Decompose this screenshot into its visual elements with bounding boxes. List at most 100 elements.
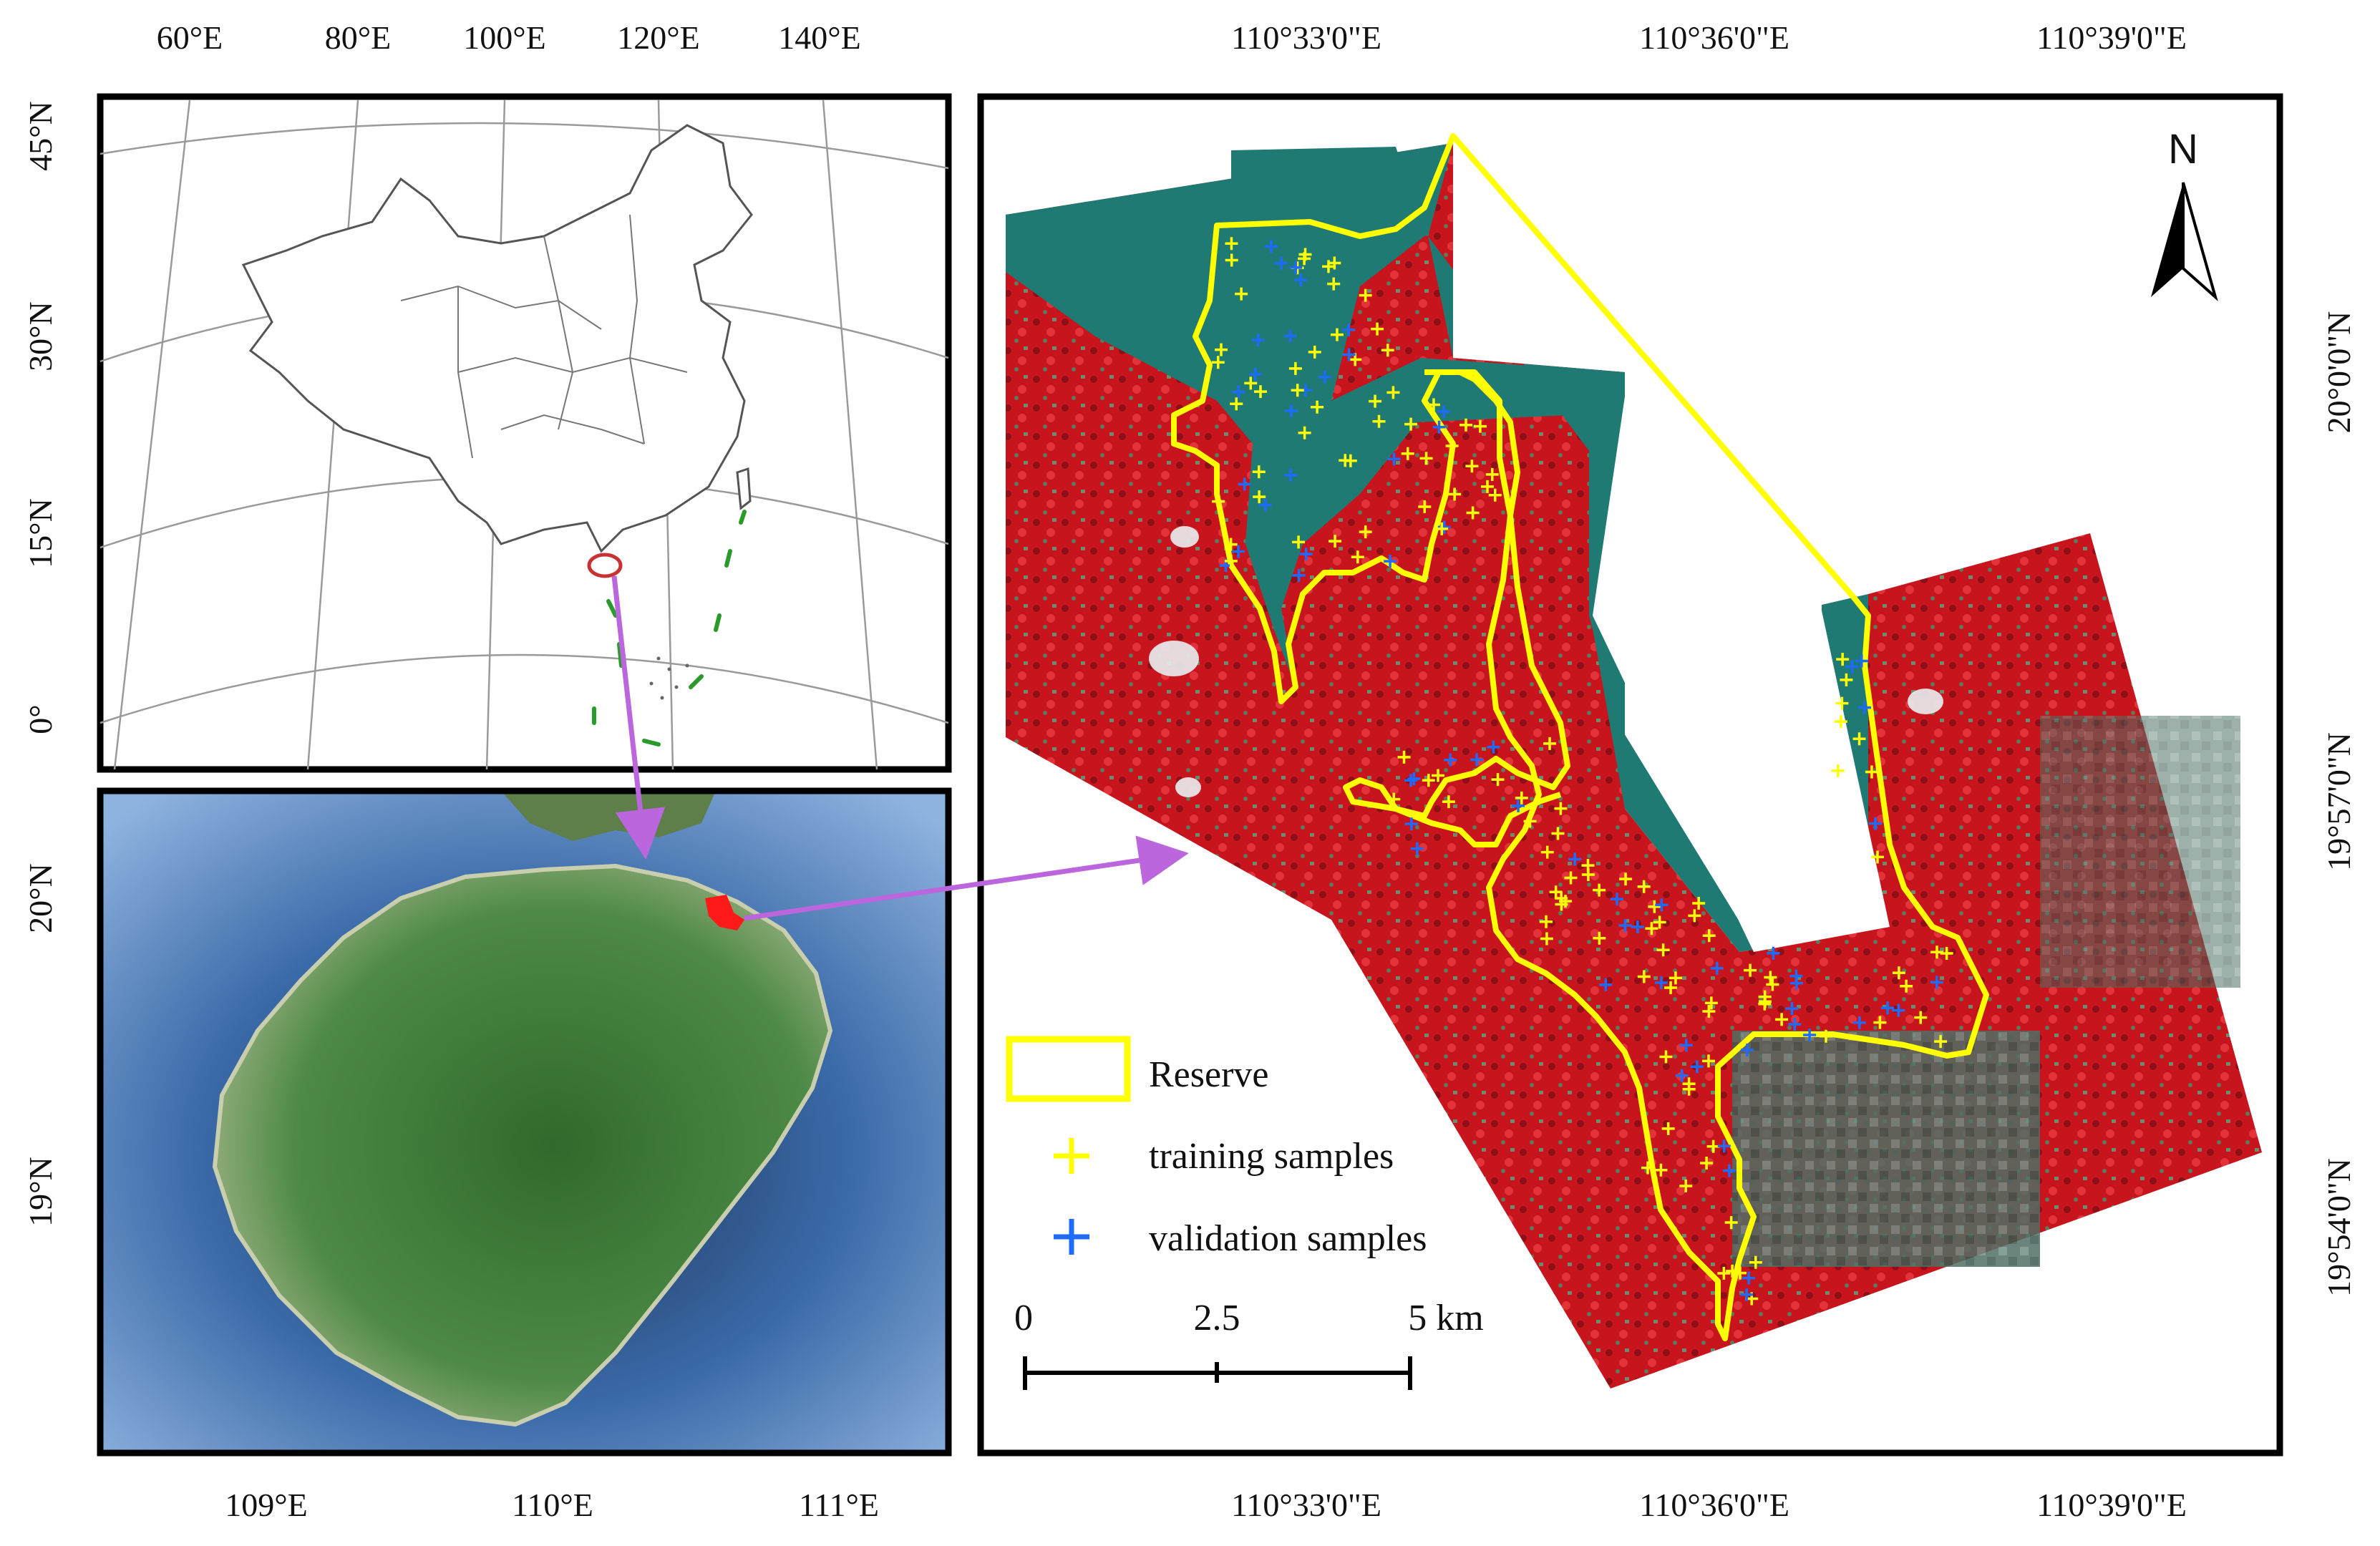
sample-marker xyxy=(1873,1016,1887,1029)
sample-marker xyxy=(1487,740,1500,754)
sample-marker xyxy=(1298,252,1311,266)
sample-marker xyxy=(1289,261,1303,274)
sample-marker xyxy=(1788,1018,1802,1031)
sample-marker xyxy=(1717,1139,1731,1153)
detail-lat-tick: 19°54'0"N xyxy=(2321,1158,2357,1297)
sample-marker xyxy=(1675,1069,1689,1082)
sample-marker xyxy=(1789,976,1803,990)
sample-marker xyxy=(1702,929,1716,943)
sample-marker xyxy=(1679,1180,1693,1193)
sample-marker xyxy=(1351,550,1364,564)
legend-training-label: training samples xyxy=(1149,1136,1394,1177)
sample-marker xyxy=(1404,417,1418,431)
sample-marker xyxy=(1283,329,1297,343)
water-area xyxy=(1231,147,1424,401)
sample-marker xyxy=(1599,978,1613,991)
sample-marker xyxy=(1384,555,1397,568)
north-label: N xyxy=(2168,126,2198,172)
sample-marker xyxy=(1342,348,1356,361)
sample-marker xyxy=(1442,795,1455,809)
sample-marker xyxy=(1225,253,1238,267)
sample-marker xyxy=(1740,1288,1754,1301)
sample-marker xyxy=(1930,945,1943,959)
sample-marker xyxy=(1481,480,1494,493)
sample-marker xyxy=(1318,370,1331,384)
legend-training-marker xyxy=(1054,1138,1089,1174)
overview-lat-tick: 30°N xyxy=(22,301,59,371)
sample-marker xyxy=(1852,1016,1866,1029)
sample-marker xyxy=(1618,918,1632,932)
sample-marker xyxy=(1387,452,1401,466)
sample-marker xyxy=(1749,1255,1762,1269)
sample-marker xyxy=(1690,1060,1704,1074)
detail-lon-tick-top: 110°33'0"E xyxy=(1231,19,1381,56)
island-lon-tick: 109°E xyxy=(225,1487,308,1523)
sample-marker xyxy=(1232,545,1245,558)
sample-marker xyxy=(1881,1001,1895,1015)
overview-lat-tick: 15°N xyxy=(22,498,59,568)
taiwan-outline xyxy=(736,467,752,510)
scale-label: 2.5 xyxy=(1194,1298,1240,1338)
detail-lon-tick-top: 110°36'0"E xyxy=(1639,19,1789,56)
sample-marker xyxy=(1298,426,1311,439)
sample-marker xyxy=(1540,845,1554,859)
urban-grid-area xyxy=(2040,716,2240,988)
clouds xyxy=(1149,526,1943,797)
sample-marker xyxy=(1852,732,1866,746)
water-area xyxy=(1428,236,1625,809)
detail-lat-tick: 19°57'0"N xyxy=(2321,732,2357,871)
legend-reserve-label: Reserve xyxy=(1149,1054,1268,1095)
scale-bar: 0 2.5 5 km xyxy=(1014,1298,1484,1390)
sample-marker xyxy=(1664,981,1678,995)
sample-marker xyxy=(1311,400,1324,414)
sample-marker xyxy=(1235,287,1248,301)
sample-marker xyxy=(1710,961,1724,975)
hainan-marker xyxy=(587,553,623,578)
sample-marker xyxy=(1688,909,1701,923)
sample-marker xyxy=(1292,568,1306,582)
sample-marker xyxy=(1444,753,1457,767)
sample-marker xyxy=(1669,971,1682,985)
overview-lon-tick: 60°E xyxy=(157,19,223,56)
sample-marker xyxy=(1656,943,1670,957)
overview-lon-tick: 120°E xyxy=(617,19,700,56)
sample-marker xyxy=(1437,520,1451,534)
sample-marker xyxy=(1744,963,1757,977)
sample-marker xyxy=(1869,817,1883,830)
sample-marker xyxy=(1637,970,1651,983)
sample-marker xyxy=(1700,1157,1714,1170)
scale-label: 5 km xyxy=(1408,1298,1483,1338)
island-panel: 109°E 110°E 111°E 20°N 19°N xyxy=(22,787,952,1523)
sample-marker xyxy=(1470,753,1484,767)
image-gap xyxy=(1453,143,1890,952)
sample-marker xyxy=(1836,653,1850,666)
sample-marker xyxy=(1724,1215,1738,1229)
sample-marker xyxy=(1661,1122,1675,1135)
sample-marker xyxy=(1803,1029,1817,1042)
sample-marker xyxy=(1244,376,1258,390)
sample-marker xyxy=(1845,660,1859,674)
sample-marker xyxy=(1448,487,1462,501)
legend-validation-label: validation samples xyxy=(1149,1218,1427,1259)
island-frame xyxy=(97,787,952,1457)
sample-marker xyxy=(1692,897,1706,910)
sample-marker xyxy=(1432,769,1445,782)
hainan-island xyxy=(212,863,833,1427)
island-to-detail-arrow xyxy=(744,835,1189,921)
sample-markers xyxy=(1211,237,1953,1306)
sample-marker xyxy=(1641,1161,1655,1175)
sample-marker xyxy=(1253,490,1266,504)
sample-marker xyxy=(1930,976,1943,989)
china-provinces xyxy=(400,214,688,459)
sample-marker xyxy=(1934,1035,1948,1049)
legend-reserve-swatch xyxy=(1006,1036,1131,1102)
sample-marker xyxy=(1523,815,1537,828)
sample-marker xyxy=(1543,736,1557,750)
island-lon-tick: 110°E xyxy=(512,1487,593,1523)
sample-marker xyxy=(1437,405,1451,419)
sample-marker xyxy=(1733,1266,1747,1280)
sample-marker xyxy=(1702,1005,1716,1018)
sample-marker xyxy=(1892,966,1905,980)
sample-marker xyxy=(1339,454,1352,467)
sample-marker xyxy=(1369,394,1382,408)
